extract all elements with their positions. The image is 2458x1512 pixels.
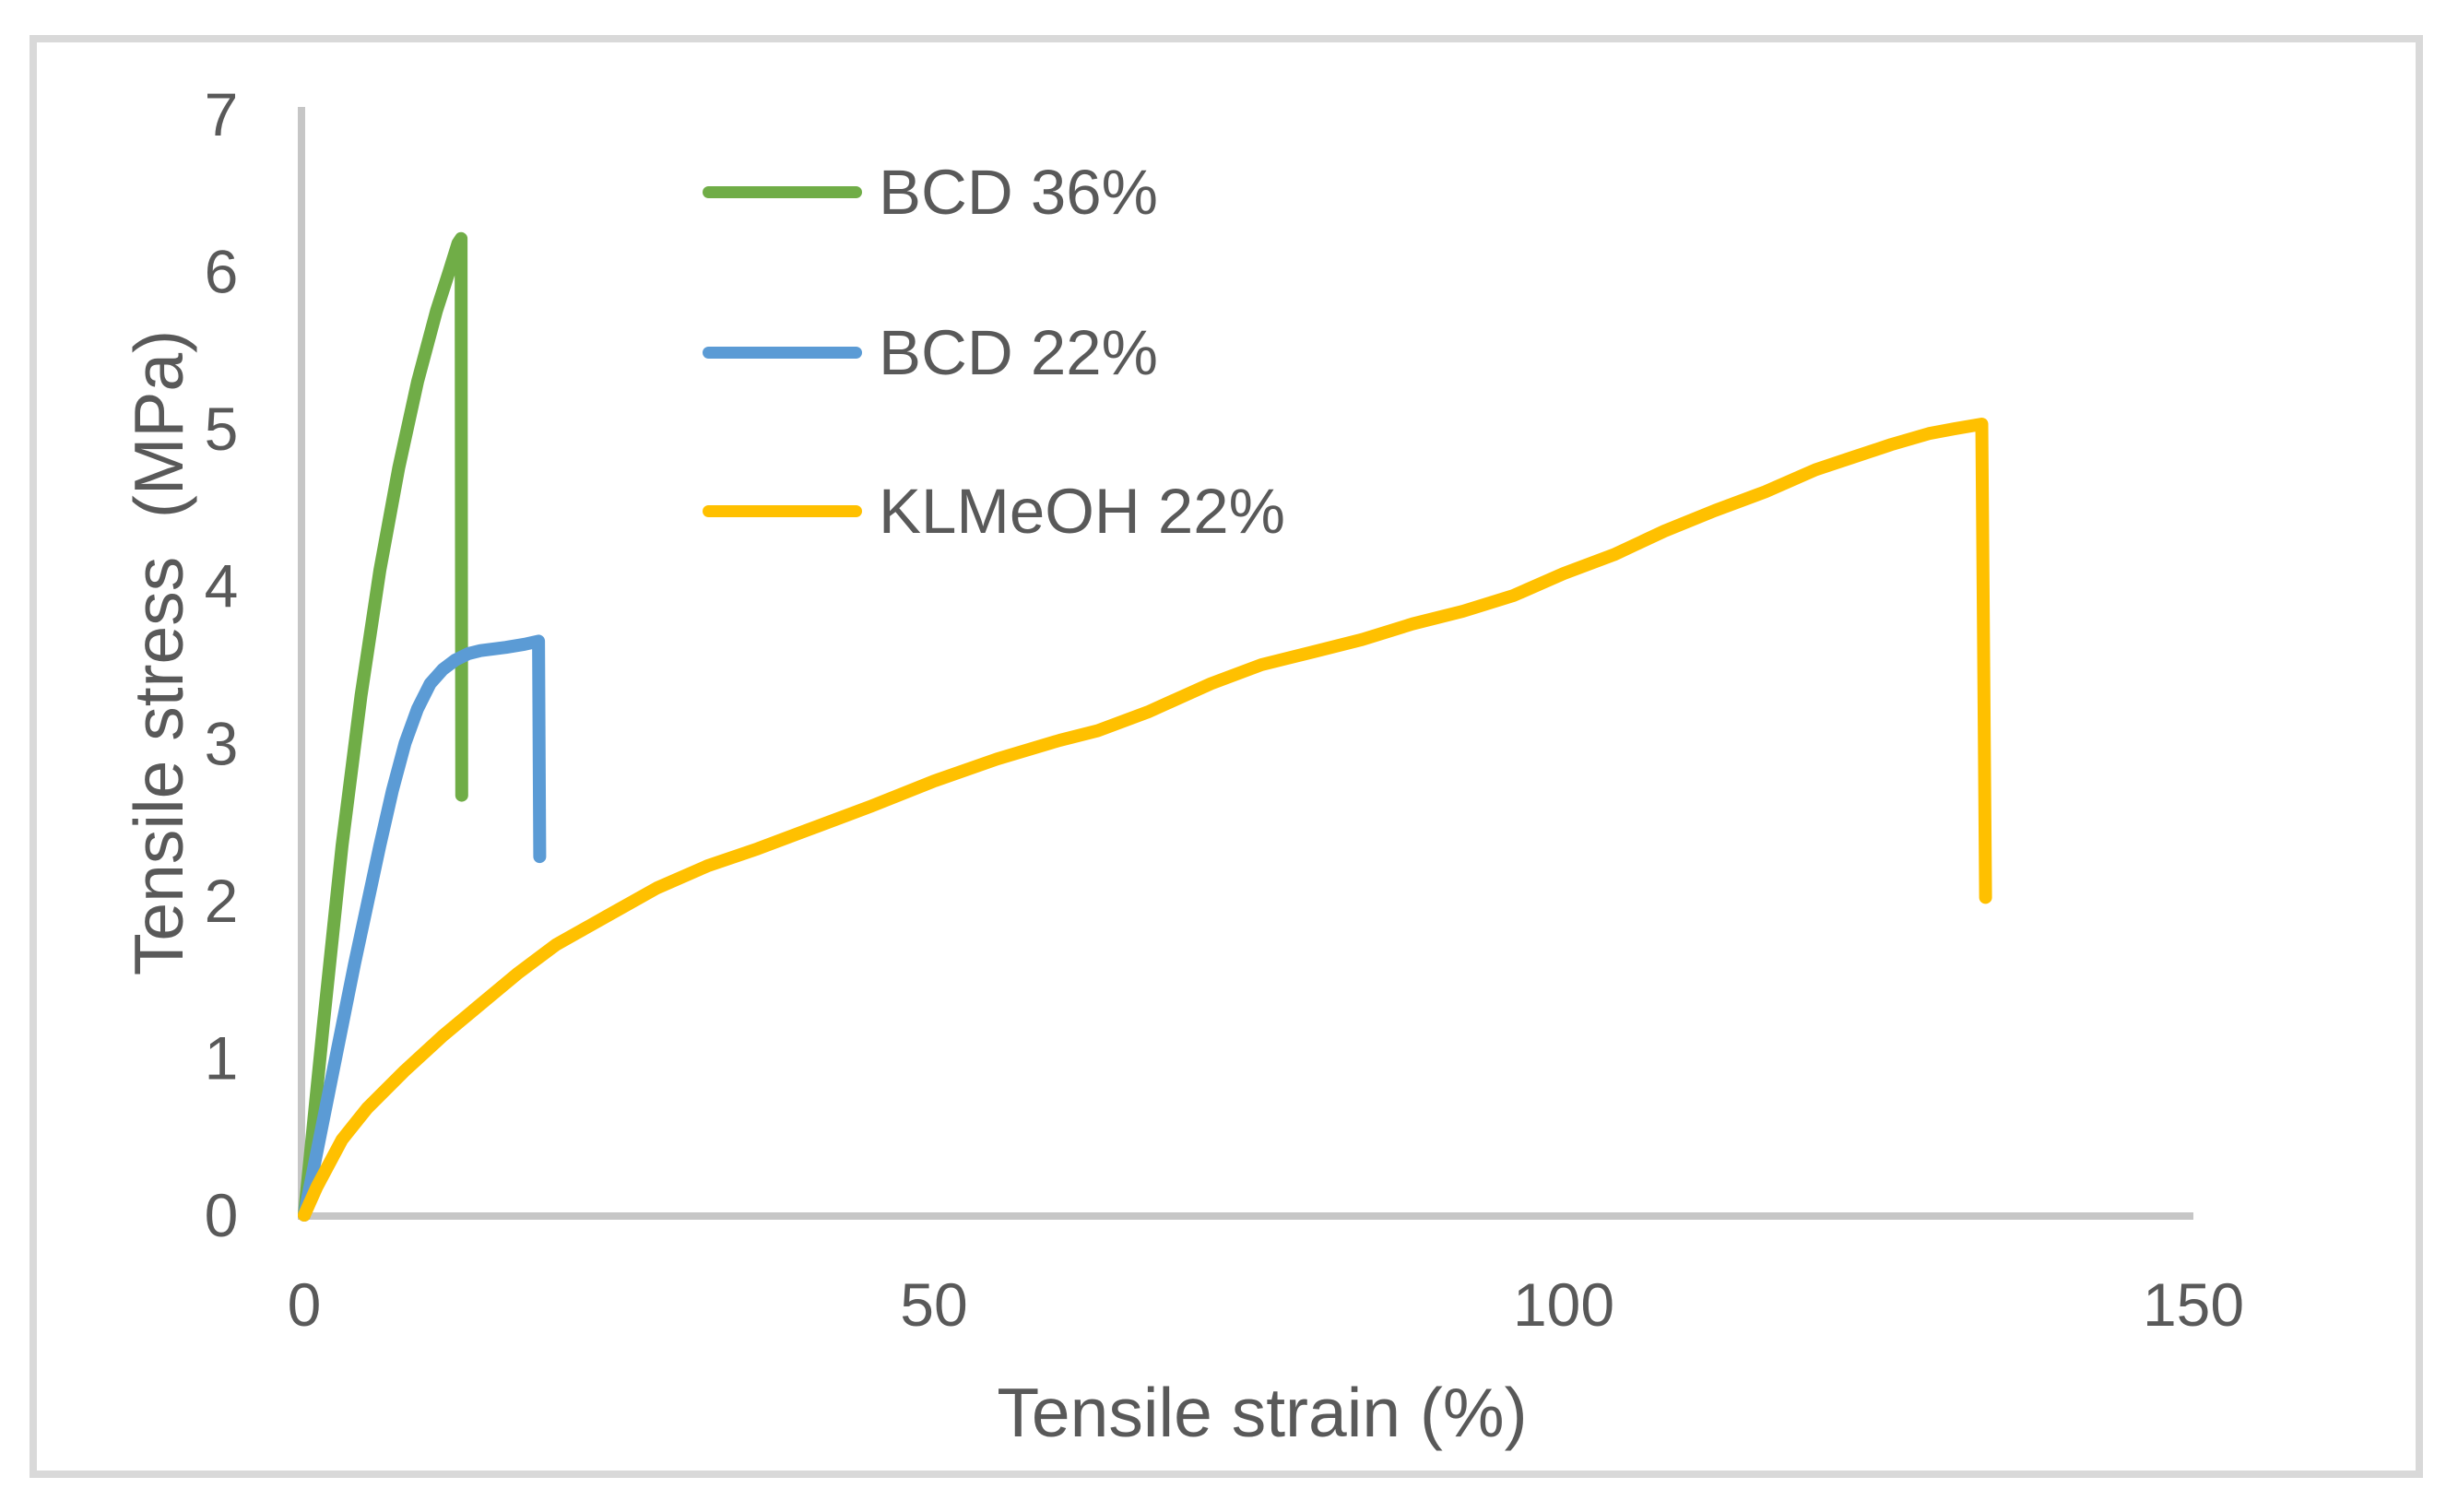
x-tick-label-0: 0 [288, 1270, 322, 1339]
y-tick-label-2: 2 [205, 867, 239, 935]
legend-label: BCD 36% [879, 156, 1158, 228]
y-tick-label-1: 1 [205, 1023, 239, 1092]
x-tick-label-100: 100 [1513, 1270, 1614, 1339]
legend-item-bcd-22: BCD 22% [703, 321, 1158, 384]
legend-line-sample-yellow [703, 504, 862, 517]
legend-item-bcd-36: BCD 36% [703, 156, 1158, 228]
y-tick-label-0: 0 [205, 1181, 239, 1249]
y-axis-title: Tensile stress (MPa) [120, 329, 197, 976]
legend-line-sample-blue [703, 346, 862, 359]
x-tick-label-50: 50 [900, 1270, 967, 1339]
y-tick-label-7: 7 [205, 80, 239, 148]
y-tick-label-4: 4 [205, 552, 239, 620]
legend-line-sample-green [703, 185, 862, 198]
x-tick-label-150: 150 [2143, 1270, 2244, 1339]
chart-outer-border [30, 35, 2423, 1478]
series-line-bcd-36- [298, 231, 468, 1222]
legend-item-klmeoh-22: KLMeOH 22% [703, 475, 1286, 547]
x-axis-title: Tensile strain (%) [997, 1374, 1528, 1451]
y-tick-label-6: 6 [205, 238, 239, 306]
series-line-klmeoh-22- [298, 418, 1992, 1222]
series-line-bcd-22- [298, 634, 547, 1222]
y-tick-label-5: 5 [205, 395, 239, 463]
legend-label: KLMeOH 22% [879, 475, 1286, 547]
legend-label: BCD 22% [879, 316, 1158, 388]
y-tick-label-3: 3 [205, 709, 239, 777]
